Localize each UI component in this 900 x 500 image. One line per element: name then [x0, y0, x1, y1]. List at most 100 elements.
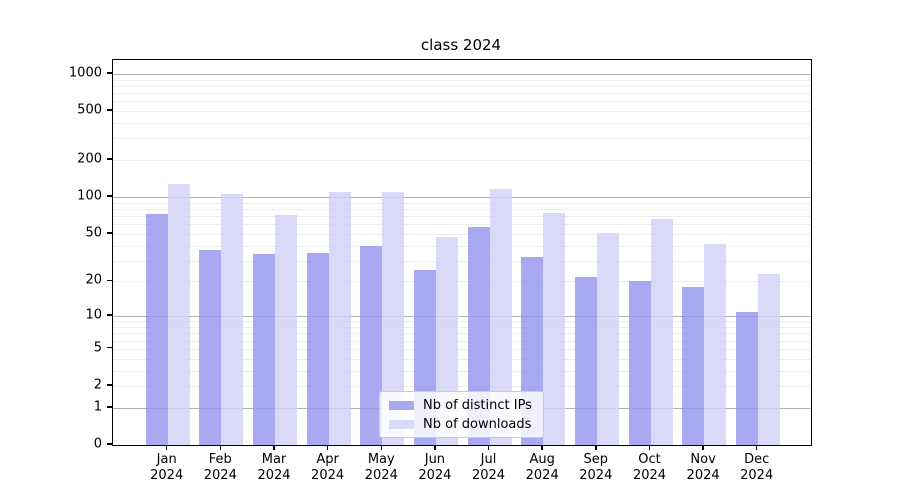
legend: Nb of distinct IPs Nb of downloads [379, 391, 544, 438]
y-tick-label-20: 20 [85, 272, 102, 288]
x-tick-apr [326, 446, 329, 450]
x-tick-dec [755, 446, 758, 450]
gridline-minor-5 [113, 348, 811, 350]
bar-distinct-ips-jan [145, 213, 168, 445]
x-tick-label-jan: Jan 2024 [150, 452, 184, 483]
bar-downloads-jan [167, 184, 190, 445]
y-tick-label-100: 100 [77, 188, 102, 204]
x-tick-mar [273, 446, 275, 450]
x-tick-oct [648, 446, 651, 450]
bar-downloads-oct [650, 219, 673, 445]
gridline-minor-20 [113, 281, 811, 283]
gridline-minor-700 [113, 93, 811, 94]
gridline-minor-8 [113, 327, 811, 328]
bar-distinct-ips-sep [574, 276, 597, 445]
bar-distinct-ips-feb [199, 249, 222, 445]
x-tick-jan [165, 446, 168, 450]
x-tick-label-nov: Nov 2024 [686, 452, 720, 483]
gridline-minor-6 [113, 340, 811, 342]
legend-label-downloads: Nb of downloads [423, 416, 532, 432]
gridline-minor-50 [113, 233, 811, 235]
bar-downloads-mar [275, 215, 297, 445]
bar-downloads-sep [596, 232, 619, 445]
y-tick-1 [107, 406, 112, 408]
legend-item-distinct-ips: Nb of distinct IPs [380, 398, 543, 413]
y-tick-label-1: 1 [93, 399, 102, 415]
y-tick-500 [107, 109, 112, 111]
gridline-minor-9 [113, 321, 811, 323]
gridline-minor-40 [113, 245, 811, 247]
gridline-minor-7 [113, 333, 811, 335]
gridline-minor-90 [113, 202, 811, 204]
gridline-minor-300 [113, 138, 811, 140]
gridline-minor-2 [113, 386, 811, 387]
y-tick-label-200: 200 [77, 151, 102, 167]
x-tick-feb [219, 446, 222, 450]
y-tick-1000 [107, 72, 112, 74]
bar-downloads-may [382, 191, 405, 445]
bar-distinct-ips-dec [735, 311, 758, 445]
y-tick-20 [107, 279, 112, 282]
y-tick-200 [107, 158, 112, 160]
x-tick-label-sep: Sep 2024 [579, 452, 613, 483]
gridline-minor-70 [113, 216, 811, 217]
x-tick-nov [702, 446, 704, 450]
chart-title: class 2024 [420, 36, 502, 54]
y-tick-50 [107, 232, 112, 234]
x-tick-label-feb: Feb 2024 [203, 452, 237, 483]
x-tick-label-oct: Oct 2024 [632, 452, 667, 483]
bar-downloads-apr [328, 191, 351, 445]
gridline-minor-600 [113, 101, 811, 103]
gridline-minor-900 [113, 79, 811, 81]
bar-downloads-aug [543, 213, 566, 445]
y-tick-2 [107, 384, 112, 386]
x-tick-label-jul: Jul 2024 [471, 452, 506, 483]
x-tick-label-dec: Dec 2024 [740, 452, 774, 483]
gridline-minor-200 [113, 160, 811, 162]
y-tick-label-5: 5 [93, 340, 102, 356]
bar-distinct-ips-nov [682, 286, 705, 445]
gridline-minor-500 [113, 111, 811, 112]
x-tick-label-aug: Aug 2024 [525, 452, 559, 483]
y-tick-label-0: 0 [93, 436, 102, 452]
bar-distinct-ips-jul [467, 226, 490, 445]
gridline-minor-3 [113, 370, 811, 372]
y-tick-label-2: 2 [93, 377, 102, 393]
y-tick-100 [107, 195, 112, 197]
y-tick-label-1000: 1000 [68, 65, 102, 81]
y-tick-0 [107, 443, 112, 445]
gridline-minor-800 [113, 85, 811, 87]
plot-area [112, 59, 812, 446]
x-tick-aug [541, 446, 543, 450]
bar-downloads-jul [489, 188, 512, 445]
x-tick-jul [487, 446, 490, 450]
y-tick-10 [107, 314, 112, 316]
bar-distinct-ips-oct [628, 281, 651, 445]
x-tick-label-jun: Jun 2024 [418, 452, 452, 483]
gridline-minor-400 [113, 123, 811, 124]
y-tick-label-10: 10 [85, 307, 102, 323]
bar-downloads-nov [704, 244, 727, 445]
x-tick-jun [434, 446, 436, 450]
gridline-major-100 [113, 197, 811, 199]
x-tick-label-mar: Mar 2024 [257, 452, 291, 483]
x-tick-sep [595, 446, 597, 450]
gridline-major-10 [113, 316, 811, 318]
bar-distinct-ips-mar [253, 254, 275, 445]
legend-item-downloads: Nb of downloads [380, 417, 543, 432]
y-tick-5 [107, 346, 112, 349]
gridline-minor-30 [113, 260, 811, 262]
bar-distinct-ips-may [360, 245, 383, 445]
x-tick-label-may: May 2024 [364, 452, 398, 483]
bar-downloads-feb [221, 193, 244, 445]
x-tick-may [380, 446, 383, 450]
gridline-major-1000 [113, 73, 811, 75]
bar-downloads-dec [757, 274, 780, 445]
x-tick-label-apr: Apr 2024 [311, 452, 345, 483]
legend-swatch-distinct-ips [389, 400, 414, 410]
y-tick-label-500: 500 [77, 102, 102, 118]
gridline-minor-60 [113, 224, 811, 226]
bar-distinct-ips-apr [306, 252, 329, 445]
legend-label-distinct-ips: Nb of distinct IPs [423, 397, 532, 413]
gridline-minor-4 [113, 358, 811, 360]
